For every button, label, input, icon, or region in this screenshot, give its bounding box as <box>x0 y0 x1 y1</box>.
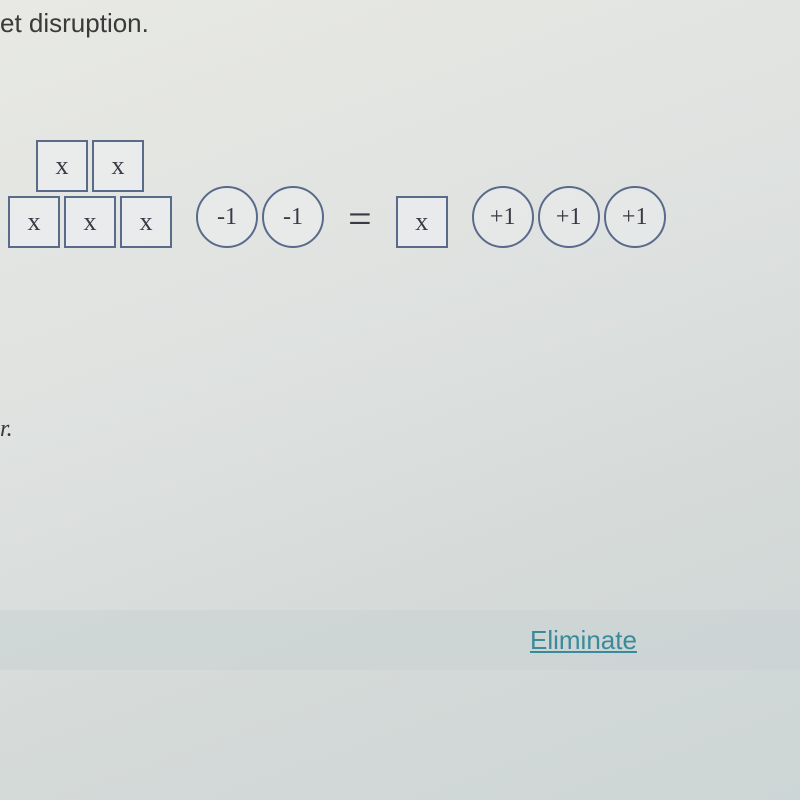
right-circles: +1 +1 +1 <box>472 186 666 248</box>
partial-heading: et disruption. <box>0 8 149 39</box>
tile-row-top: x x <box>8 140 144 192</box>
unit-circle-positive[interactable]: +1 <box>538 186 600 248</box>
x-tile[interactable]: x <box>36 140 88 192</box>
x-tile[interactable]: x <box>64 196 116 248</box>
unit-circle-negative[interactable]: -1 <box>262 186 324 248</box>
eliminate-link[interactable]: Eliminate <box>530 625 637 656</box>
equation-row: x x x x x -1 -1 = x +1 +1 +1 <box>8 140 792 248</box>
stray-character: r. <box>0 416 13 443</box>
x-tile[interactable]: x <box>8 196 60 248</box>
x-tile[interactable]: x <box>120 196 172 248</box>
equals-sign: = <box>330 196 390 248</box>
unit-circle-positive[interactable]: +1 <box>604 186 666 248</box>
x-tile[interactable]: x <box>396 196 448 248</box>
right-tiles: x <box>396 196 448 248</box>
left-tile-stack: x x x x x <box>8 140 172 248</box>
x-tile[interactable]: x <box>92 140 144 192</box>
bottom-band <box>0 610 800 670</box>
left-circles: -1 -1 <box>196 186 324 248</box>
tile-row-bottom: x x x <box>8 196 172 248</box>
unit-circle-positive[interactable]: +1 <box>472 186 534 248</box>
unit-circle-negative[interactable]: -1 <box>196 186 258 248</box>
